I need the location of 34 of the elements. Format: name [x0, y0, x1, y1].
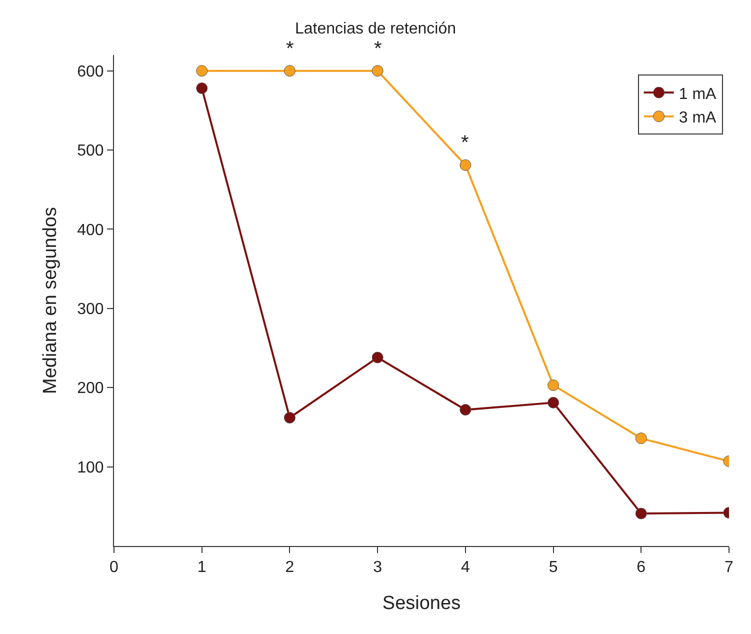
x-tick-label: 2 — [285, 559, 294, 576]
point — [635, 508, 647, 520]
point — [196, 82, 208, 94]
point — [196, 65, 208, 77]
point — [284, 412, 296, 424]
x-tick-label: 0 — [110, 559, 119, 576]
point — [460, 404, 472, 416]
y-tick-label: 100 — [77, 459, 104, 476]
x-tick-label: 7 — [724, 559, 734, 576]
y-axis-title: Mediana en segundos — [40, 207, 61, 394]
x-axis-title: Sesiones — [382, 593, 461, 614]
point — [548, 379, 560, 391]
point — [635, 432, 647, 444]
annotation: * — [374, 38, 382, 60]
annotation: * — [286, 38, 294, 60]
x-tick-label: 3 — [373, 559, 382, 576]
y-tick-label: 500 — [77, 142, 104, 160]
point — [372, 65, 384, 77]
x-tick-label: 4 — [460, 559, 470, 576]
y-tick-label: 400 — [77, 222, 104, 239]
chart-title: Latencias de retención — [295, 20, 456, 38]
annotation: * — [461, 132, 469, 154]
x-tick-label: 6 — [636, 559, 646, 576]
legend-label: 3 mA — [678, 110, 717, 127]
point — [460, 159, 472, 171]
y-tick-label: 200 — [77, 380, 104, 398]
point — [284, 65, 296, 77]
point — [548, 396, 560, 408]
legend-label: 1 mA — [678, 86, 717, 103]
y-tick-label: 300 — [77, 301, 104, 318]
x-tick-label: 1 — [197, 559, 206, 576]
x-tick-label: 5 — [548, 559, 558, 576]
point — [372, 352, 384, 364]
y-tick-label: 600 — [77, 63, 104, 80]
